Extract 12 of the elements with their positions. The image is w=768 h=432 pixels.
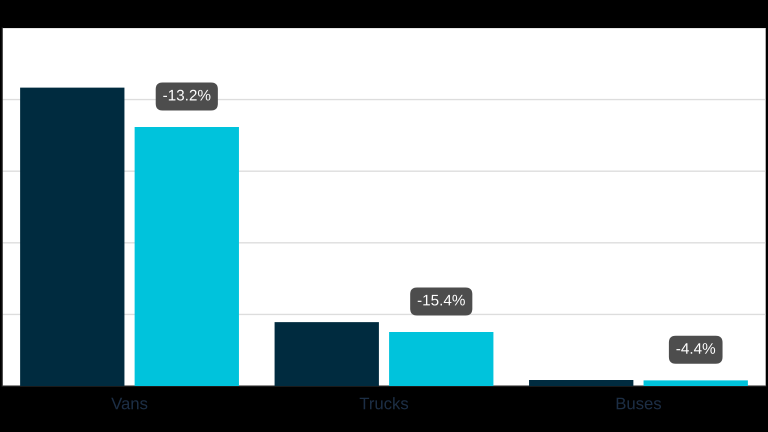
annotation: -4.4% <box>676 343 716 354</box>
bar <box>134 127 239 386</box>
bar <box>389 332 494 386</box>
bar <box>274 322 379 386</box>
x-tick-label: Trucks <box>360 397 408 410</box>
annotation: -15.4% <box>418 294 465 306</box>
annotation: -13.2% <box>163 90 210 101</box>
x-tick-label: Vans <box>111 398 148 410</box>
bar <box>644 380 748 386</box>
bar <box>529 380 634 386</box>
bar <box>20 88 124 386</box>
x-tick-label: Buses <box>616 398 662 410</box>
